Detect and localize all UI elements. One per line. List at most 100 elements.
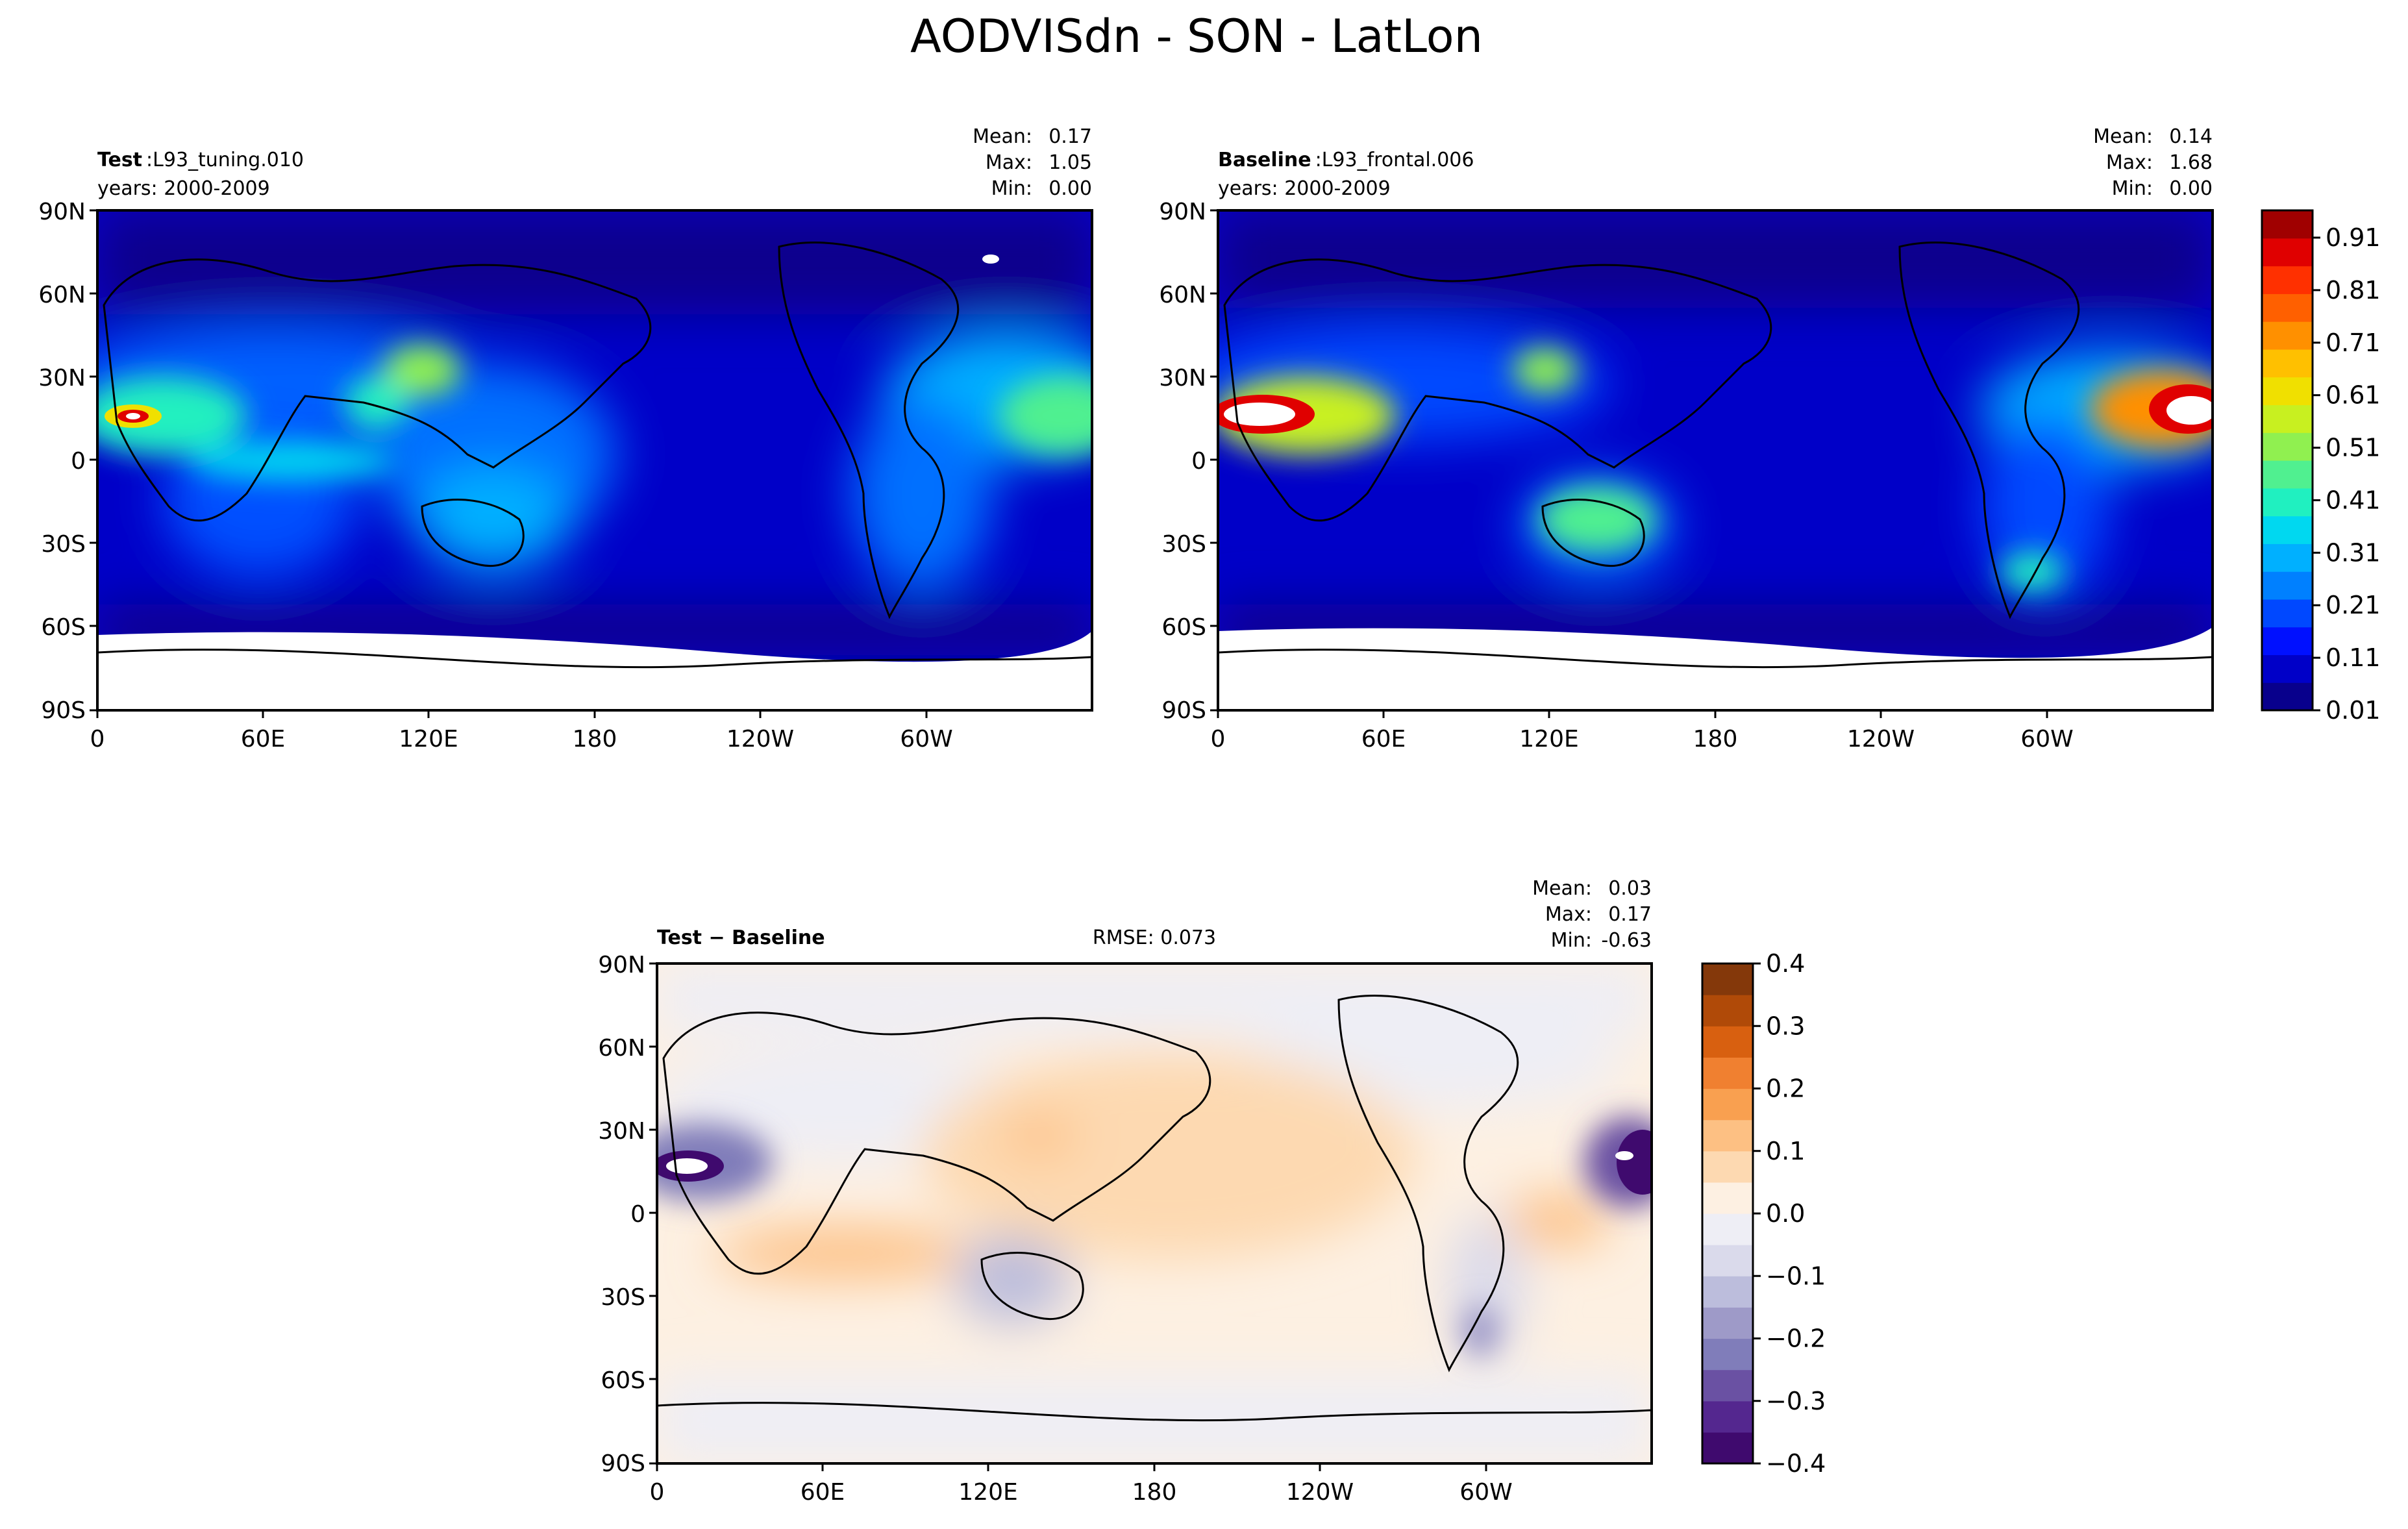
- stat-name: Mean:: [973, 125, 1032, 148]
- lat-tick-label: 90S: [601, 1450, 645, 1477]
- lon-tick-label: 180: [573, 726, 617, 752]
- lon-tick-label: 120E: [958, 1479, 1017, 1506]
- colorbar-segment: [1702, 1400, 1753, 1433]
- lat-axis: 90N 60N 30N 0 30S 60S 90S: [598, 952, 645, 1477]
- colorbar-segments: [1702, 963, 1753, 1464]
- colorbar-segment: [2262, 377, 2313, 406]
- lat-tick-label: 90N: [598, 952, 645, 978]
- lat-tick-label: 30S: [41, 531, 86, 558]
- map-field: [1218, 210, 2213, 710]
- panel-years: years: 2000-2009: [97, 177, 270, 200]
- colorbar-segment: [1702, 1213, 1753, 1245]
- colorbar-segment: [1702, 1057, 1753, 1089]
- lon-tick-label: 60W: [2020, 726, 2073, 752]
- main-colorbar: 0.91 0.81 0.71 0.61 0.51 0.41 0.31 0.21 0.11 0.01: [2261, 209, 2381, 725]
- lat-tick-label: 30N: [598, 1118, 645, 1145]
- colorbar-segment: [2262, 571, 2313, 600]
- stat-value: 0.14: [2169, 125, 2213, 148]
- colorbar-segment: [1702, 1026, 1753, 1058]
- test-panel: Test:L93_tuning.010 years: 2000-2009 Mea…: [38, 125, 1093, 752]
- panel-label: Baseline:L93_frontal.006: [1218, 149, 1474, 171]
- lat-tick-label: 30N: [1159, 365, 1206, 392]
- rmse-label: RMSE: 0.073: [1093, 926, 1216, 949]
- colorbar-tick-label: 0.71: [2326, 329, 2381, 357]
- lon-tick-label: 120E: [399, 726, 458, 752]
- colorbar-segment: [2262, 516, 2313, 544]
- colorbar-segment: [2262, 293, 2313, 322]
- stat-name: Max:: [986, 151, 1032, 174]
- stat-value: -0.63: [1601, 929, 1652, 952]
- lon-tick-label: 180: [1693, 726, 1738, 752]
- colorbar-segment: [1702, 1150, 1753, 1183]
- lat-tick-label: 90N: [1159, 199, 1206, 225]
- lat-tick-label: 90S: [41, 697, 86, 724]
- colorbar-tick-label: 0.41: [2326, 486, 2381, 514]
- colorbar-tick-label: 0.31: [2326, 538, 2381, 567]
- colorbar-tick-label: −0.1: [1766, 1262, 1826, 1290]
- colorbar-segment: [2262, 404, 2313, 433]
- panel-label-rest: :L93_frontal.006: [1315, 149, 1474, 171]
- colorbar-segment: [1702, 1276, 1753, 1308]
- colorbar-segment: [2262, 321, 2313, 350]
- lon-axis: 0 60E 120E 180 120W 60W: [90, 726, 953, 752]
- lat-tick-label: 30S: [601, 1284, 645, 1311]
- colorbar-segment: [1702, 1119, 1753, 1152]
- colorbar-segment: [2262, 349, 2313, 378]
- colorbar-segment: [2262, 627, 2313, 656]
- lon-tick-label: 0: [1211, 726, 1226, 752]
- map-field: [657, 963, 1652, 1463]
- colorbar-ticks: 0.4 0.3 0.2 0.1 0.0 −0.1 −0.2 −0.3 −0.4: [1753, 949, 1826, 1478]
- stat-value: 0.17: [1049, 125, 1092, 148]
- colorbar-tick-label: 0.51: [2326, 434, 2381, 462]
- lon-tick-label: 120W: [726, 726, 794, 752]
- colorbar-segment: [2262, 654, 2313, 683]
- colorbar-tick-label: 0.81: [2326, 276, 2381, 305]
- colorbar-segment: [2262, 460, 2313, 489]
- colorbar-tick-label: 0.61: [2326, 381, 2381, 410]
- difference-panel: Test − Baseline RMSE: 0.073 Mean: 0.03 M…: [598, 877, 1653, 1506]
- colorbar-segment: [2262, 599, 2313, 628]
- lat-tick-label: 60S: [601, 1367, 645, 1394]
- colorbar-tick-label: 0.11: [2326, 643, 2381, 672]
- stat-name: Min:: [991, 177, 1032, 200]
- colorbar-tick-label: 0.2: [1766, 1075, 1805, 1103]
- lat-axis: 90N 60N 30N 0 30S 60S 90S: [1159, 199, 1206, 724]
- lon-axis: 0 60E 120E 180 120W 60W: [1211, 726, 2074, 752]
- lat-tick-label: 0: [630, 1201, 645, 1228]
- lon-axis: 0 60E 120E 180 120W 60W: [650, 1479, 1513, 1506]
- lon-tick-label: 60W: [900, 726, 952, 752]
- colorbar-segment: [1702, 1369, 1753, 1402]
- colorbar-tick-label: 0.01: [2326, 696, 2381, 725]
- lon-tick-label: 0: [650, 1479, 665, 1506]
- stat-name: Max:: [1545, 903, 1592, 926]
- lat-tick-label: 90S: [1161, 697, 1206, 724]
- panel-label-bold: Test − Baseline: [657, 926, 825, 949]
- panel-stats: Mean: 0.14 Max: 1.68 Min: 0.00: [2093, 125, 2213, 200]
- lon-tick-label: 120W: [1286, 1479, 1354, 1506]
- colorbar-segments: [2262, 210, 2313, 711]
- baseline-panel: Baseline:L93_frontal.006 years: 2000-200…: [1159, 125, 2214, 752]
- lat-tick-label: 0: [71, 448, 86, 475]
- colorbar-segment: [1702, 1182, 1753, 1214]
- panel-stats: Mean: 0.03 Max: 0.17 Min: -0.63: [1532, 877, 1652, 952]
- stat-name: Max:: [2106, 151, 2153, 174]
- colorbar-segment: [1702, 1432, 1753, 1464]
- lon-tick-label: 60E: [241, 726, 286, 752]
- colorbar-tick-label: 0.4: [1766, 949, 1805, 978]
- lon-tick-label: 60W: [1459, 1479, 1512, 1506]
- lat-tick-label: 60S: [41, 614, 86, 641]
- lon-tick-label: 120W: [1847, 726, 1915, 752]
- colorbar-tick-label: 0.21: [2326, 591, 2381, 619]
- stat-value: 1.05: [1049, 151, 1092, 174]
- lat-tick-label: 0: [1191, 448, 1206, 475]
- map-field: [97, 210, 1092, 710]
- stat-value: 0.03: [1608, 877, 1652, 900]
- coastlines: [1218, 242, 2213, 669]
- lat-axis: 90N 60N 30N 0 30S 60S 90S: [38, 199, 86, 724]
- colorbar-segment: [2262, 488, 2313, 517]
- colorbar-segment: [2262, 682, 2313, 711]
- colorbar-ticks: 0.91 0.81 0.71 0.61 0.51 0.41 0.31 0.21 0.11 0.01: [2313, 223, 2381, 725]
- aod-field-baseline: [1218, 210, 2213, 656]
- lon-tick-label: 180: [1132, 1479, 1177, 1506]
